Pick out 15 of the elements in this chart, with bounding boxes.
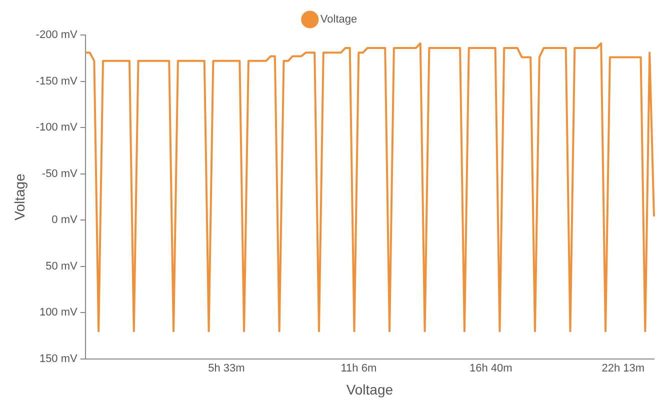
y-axis-title: Voltage — [11, 173, 28, 220]
y-tick-label: -200 mV — [36, 29, 78, 42]
legend-label: Voltage — [320, 14, 358, 26]
y-tick-label: 150 mV — [39, 353, 78, 366]
x-tick-label: 22h 13m — [602, 362, 645, 375]
x-axis-title: Voltage — [346, 381, 394, 398]
y-tick-label: -100 mV — [36, 122, 78, 134]
y-tick-label: -150 mV — [36, 75, 78, 88]
x-tick-label: 11h 6m — [340, 362, 377, 375]
y-tick-label: 100 mV — [39, 306, 78, 319]
x-tick-label: 5h 33m — [208, 362, 245, 375]
y-tick-label: 0 mV — [52, 214, 78, 226]
y-tick-label: -50 mV — [42, 168, 78, 180]
y-tick-label: 50 mV — [46, 260, 78, 272]
x-tick-label: 16h 40m — [470, 362, 512, 375]
